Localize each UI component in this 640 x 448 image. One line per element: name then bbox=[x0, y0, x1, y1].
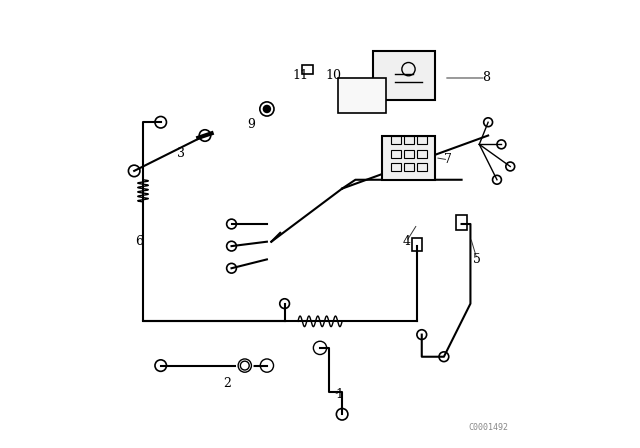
Text: 6: 6 bbox=[136, 235, 143, 248]
Text: 4: 4 bbox=[403, 235, 410, 248]
Text: 1: 1 bbox=[336, 388, 344, 401]
Bar bbox=[404, 150, 414, 158]
Bar bbox=[404, 163, 414, 171]
Bar bbox=[456, 215, 467, 229]
Bar bbox=[391, 163, 401, 171]
FancyBboxPatch shape bbox=[382, 135, 435, 180]
Text: 2: 2 bbox=[223, 377, 231, 390]
Bar bbox=[417, 150, 427, 158]
Text: 7: 7 bbox=[444, 153, 452, 166]
Text: 3: 3 bbox=[177, 146, 184, 159]
Bar bbox=[391, 136, 401, 144]
Bar bbox=[412, 238, 422, 251]
Text: 5: 5 bbox=[473, 253, 481, 266]
Bar bbox=[391, 150, 401, 158]
Bar bbox=[417, 136, 427, 144]
Circle shape bbox=[264, 105, 271, 112]
FancyBboxPatch shape bbox=[338, 78, 387, 113]
Bar bbox=[404, 136, 414, 144]
Circle shape bbox=[237, 358, 253, 374]
Bar bbox=[302, 65, 314, 73]
Text: 8: 8 bbox=[482, 72, 490, 85]
Text: 9: 9 bbox=[248, 118, 255, 131]
Text: 10: 10 bbox=[325, 69, 341, 82]
Bar bbox=[417, 163, 427, 171]
Text: C0001492: C0001492 bbox=[468, 423, 508, 432]
FancyBboxPatch shape bbox=[373, 52, 435, 100]
Text: 11: 11 bbox=[292, 69, 308, 82]
